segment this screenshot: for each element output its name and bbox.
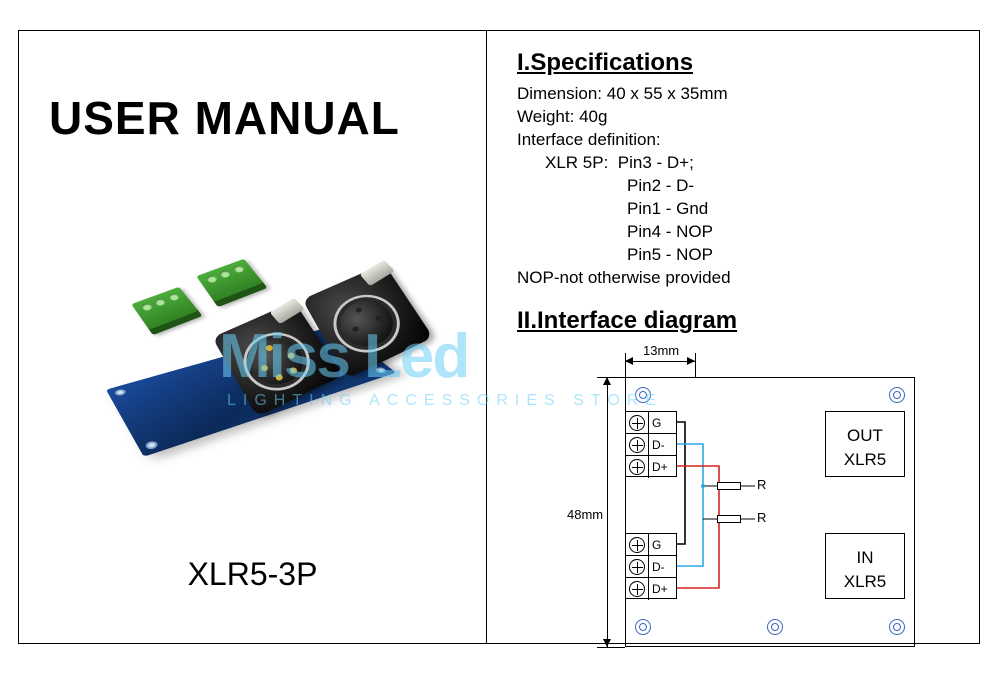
resistor-label: R — [757, 477, 766, 492]
spec-weight-value: 40g — [579, 107, 607, 126]
model-number: XLR5-3P — [19, 556, 486, 593]
terminal-block-icon — [196, 259, 267, 307]
interface-diagram: 13mm 48mm G D- D+ G — [557, 347, 947, 657]
mount-hole-icon — [144, 440, 159, 450]
spec-dimension: Dimension: 40 x 55 x 35mm — [517, 83, 961, 106]
terminal-block-icon — [131, 287, 202, 335]
resistor-label: R — [757, 510, 766, 525]
spec-pin: Pin1 - Gnd — [517, 198, 961, 221]
spec-xlr5p-row: XLR 5P: Pin3 - D+; — [517, 152, 961, 175]
spec-nop-note: NOP-not otherwise provided — [517, 267, 961, 290]
spec-pin: Pin2 - D- — [517, 175, 961, 198]
right-panel: I.Specifications Dimension: 40 x 55 x 35… — [487, 31, 979, 643]
left-panel: USER MANUAL — [19, 31, 487, 643]
spec-weight: Weight: 40g — [517, 106, 961, 129]
manual-title: USER MANUAL — [49, 91, 400, 145]
wiring-diagram — [557, 347, 947, 657]
spec-pin: Pin4 - NOP — [517, 221, 961, 244]
resistor-icon — [717, 482, 741, 490]
spec-pin: Pin5 - NOP — [517, 244, 961, 267]
spec-xlr5p-label: XLR 5P: — [545, 153, 608, 172]
product-illustration — [79, 226, 429, 486]
spec-weight-label: Weight: — [517, 107, 579, 126]
resistor-icon — [717, 515, 741, 523]
spec-pin: Pin3 - D+; — [618, 153, 694, 172]
spec-dimension-value: 40 x 55 x 35mm — [607, 84, 728, 103]
spec-iface-label: Interface definition: — [517, 129, 961, 152]
spec-heading: I.Specifications — [517, 49, 961, 77]
mount-hole-icon — [374, 367, 388, 374]
spec-dimension-label: Dimension: — [517, 84, 607, 103]
mount-hole-icon — [114, 388, 127, 396]
page-frame: USER MANUAL — [18, 30, 980, 644]
diagram-heading: II.Interface diagram — [517, 307, 961, 335]
